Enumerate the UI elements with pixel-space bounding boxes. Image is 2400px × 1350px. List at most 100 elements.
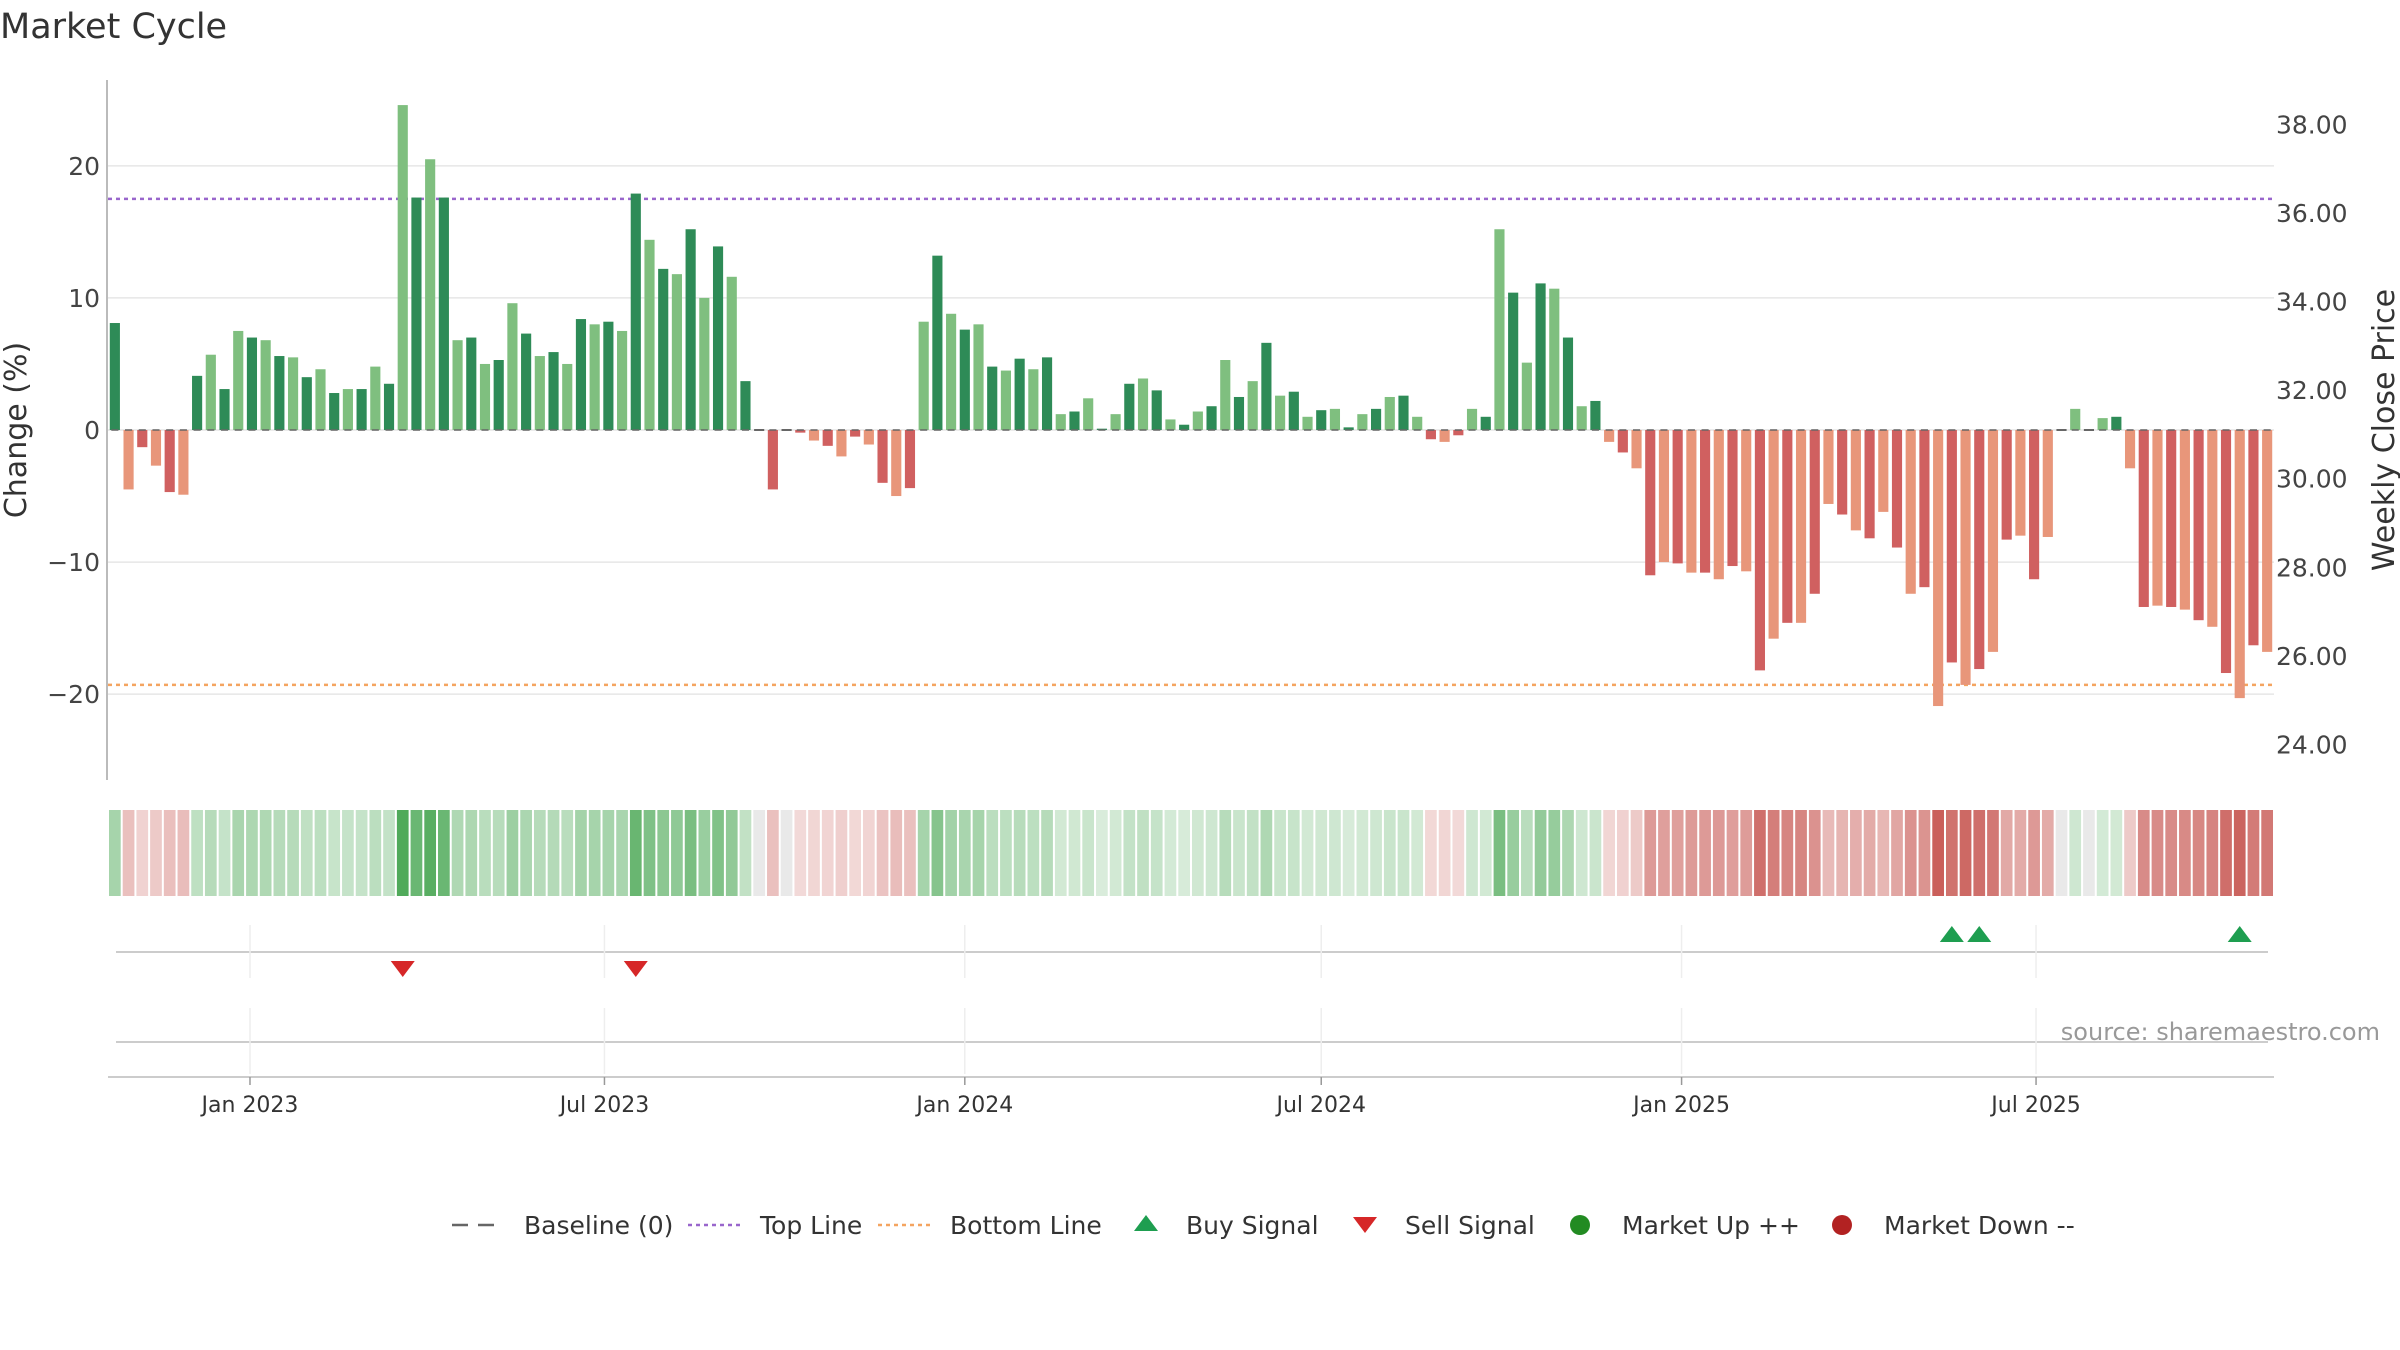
heat-cell [314, 810, 327, 896]
heat-cell [1096, 810, 1108, 896]
heat-cell [739, 810, 752, 896]
bar [1878, 430, 1889, 512]
heat-cell [1315, 810, 1328, 896]
bar [1206, 406, 1217, 430]
bar [1220, 360, 1231, 430]
heat-cell [287, 810, 299, 896]
bar [2262, 430, 2273, 652]
heat-cell [300, 810, 313, 896]
bar [1288, 391, 1299, 430]
y-axis: −20 −10 0 10 20 [47, 80, 108, 780]
heat-cell [355, 810, 368, 896]
bar [137, 430, 148, 448]
heat-cell [986, 810, 999, 896]
bar [617, 330, 628, 430]
bar [2166, 430, 2177, 607]
heat-cell [767, 810, 779, 896]
bar [534, 356, 545, 430]
bar [466, 337, 477, 430]
heat-cell [931, 810, 944, 896]
heat-cell [2261, 810, 2273, 896]
heat-cell [1137, 810, 1149, 896]
bar [1041, 357, 1053, 430]
bar [808, 430, 820, 441]
heat-cell [602, 810, 615, 896]
bar [233, 330, 244, 430]
heat-cell [396, 810, 409, 896]
heat-cell [643, 810, 656, 896]
heat-cell [2014, 810, 2027, 896]
heat-cell [1822, 810, 1835, 896]
bar [822, 430, 833, 446]
bar [1768, 430, 1779, 639]
heat-cell [1274, 810, 1286, 896]
bar [850, 430, 861, 437]
heat-cell [1644, 810, 1657, 896]
heat-cell [2206, 810, 2219, 896]
heat-cell [1370, 810, 1382, 896]
bar [589, 324, 600, 430]
bar [438, 197, 449, 430]
x-tick-label: Jan 2025 [1631, 1093, 1730, 1118]
heat-cell [1150, 810, 1163, 896]
bar [1233, 396, 1245, 430]
bar [548, 352, 559, 430]
heat-cell [465, 810, 478, 896]
bar [1508, 292, 1519, 430]
heat-cell [273, 810, 286, 896]
heat-cell [958, 810, 971, 896]
heat-cell [547, 810, 560, 896]
bar [1960, 430, 1971, 685]
bar [1494, 229, 1505, 430]
heat-cell [1658, 810, 1670, 896]
triangle-up-icon [1134, 1215, 1158, 1231]
heat-cell [657, 810, 670, 896]
heat-cell [1671, 810, 1684, 896]
heat-cell [2151, 810, 2164, 896]
bar [1453, 430, 1464, 436]
bar [1837, 430, 1848, 515]
bar [1302, 416, 1313, 430]
bar [658, 268, 669, 430]
bar [452, 340, 463, 430]
cycle-heat-strip [109, 810, 2273, 896]
heat-cell [1630, 810, 1643, 896]
heat-cell [1082, 810, 1095, 896]
heat-cell [1699, 810, 1711, 896]
bar [699, 297, 710, 430]
heat-cell [2247, 810, 2260, 896]
bar [301, 377, 312, 430]
bar [685, 229, 696, 430]
legend: Baseline (0) Top Line Bottom Line Buy Signa… [452, 1211, 2075, 1240]
heat-cell [945, 810, 957, 896]
legend-item: Market Down -- [1832, 1211, 2075, 1240]
heat-cell [163, 810, 176, 896]
heat-cell [246, 810, 258, 896]
heat-cell [616, 810, 628, 896]
bar [2124, 430, 2136, 469]
heat-cell [2110, 810, 2123, 896]
bar [2234, 430, 2245, 699]
bar [274, 356, 285, 430]
bar [1069, 411, 1080, 430]
bar [2097, 418, 2108, 430]
heat-cell [177, 810, 190, 896]
y-tick-label: −10 [47, 548, 100, 577]
heat-cell [1740, 810, 1753, 896]
heat-cell [1850, 810, 1862, 896]
bar [109, 323, 120, 430]
legend-item: Market Up ++ [1570, 1211, 1800, 1240]
bar [1741, 430, 1752, 572]
heat-cell [1767, 810, 1780, 896]
heat-cell [1521, 810, 1533, 896]
bar [904, 430, 916, 489]
bar [493, 360, 504, 430]
heat-cell [1877, 810, 1890, 896]
buy-signal-marker [1939, 926, 1964, 942]
bar [1933, 430, 1944, 707]
y2-tick-label: 26.00 [2276, 642, 2348, 671]
x-tick-label: Jul 2025 [1989, 1093, 2081, 1118]
bar [795, 430, 806, 433]
heat-cell [1411, 810, 1424, 896]
heat-cell [794, 810, 807, 896]
